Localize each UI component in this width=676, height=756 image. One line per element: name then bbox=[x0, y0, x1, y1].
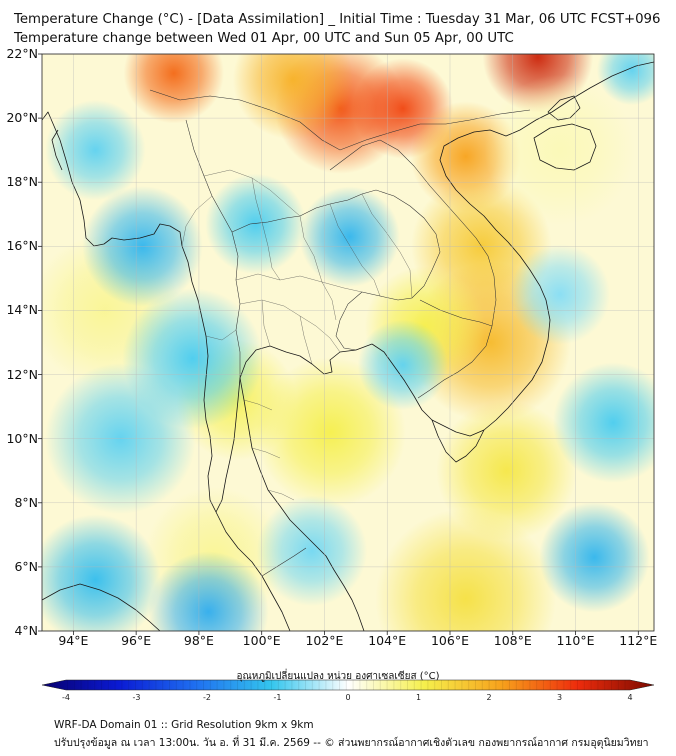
cooling-area bbox=[552, 362, 654, 483]
colorbar-tick-label: 3 bbox=[556, 693, 563, 702]
footer-model-info: WRF-DA Domain 01 :: Grid Resolution 9km … bbox=[54, 719, 314, 731]
axis-ticks bbox=[38, 53, 639, 635]
colorbar-segments bbox=[66, 680, 630, 690]
national-borders bbox=[149, 89, 531, 577]
mekong-delta bbox=[431, 419, 485, 463]
cooling-area bbox=[357, 319, 449, 411]
gridlines bbox=[42, 54, 654, 631]
malaysia-thailand-border bbox=[261, 547, 307, 577]
gulf-west-coast bbox=[215, 343, 373, 513]
longitude-label: 108°E bbox=[493, 633, 532, 648]
warming-area bbox=[484, 74, 636, 226]
latitude-label: 6°N bbox=[14, 558, 38, 574]
coastlines bbox=[42, 61, 654, 631]
map-subtitle: Temperature change between Wed 01 Apr, 0… bbox=[14, 31, 514, 46]
latitude-label: 14°N bbox=[6, 302, 38, 318]
longitude-label: 110°E bbox=[556, 633, 595, 648]
latitude-label: 16°N bbox=[6, 238, 38, 254]
myanmar-thailand-border bbox=[185, 119, 241, 378]
laos-vietnam-border bbox=[329, 139, 497, 327]
plot-frame bbox=[41, 53, 655, 632]
longitude-label: 98°E bbox=[183, 633, 214, 648]
leizhou-peninsula bbox=[547, 95, 581, 121]
sumatra-coast bbox=[42, 583, 161, 631]
plot-area bbox=[42, 54, 654, 631]
thailand-laos-border bbox=[231, 189, 441, 301]
cooling-area bbox=[148, 551, 269, 631]
longitude-label: 104°E bbox=[368, 633, 407, 648]
latitude-label: 12°N bbox=[6, 366, 38, 382]
colorbar-tick-label: 4 bbox=[627, 693, 633, 702]
longitude-label: 100°E bbox=[242, 633, 281, 648]
longitude-label: 94°E bbox=[58, 633, 89, 648]
colorbar-tick-label: 0 bbox=[345, 693, 351, 702]
longitude-label: 102°E bbox=[305, 633, 344, 648]
malay-peninsula-east bbox=[239, 377, 365, 631]
latitude-label: 4°N bbox=[14, 623, 38, 638]
warming-area bbox=[375, 508, 557, 631]
colorbar-tick-label: 2 bbox=[486, 693, 492, 702]
cooling-area bbox=[42, 514, 161, 631]
colorbar-title: อุณหภูมิเปลี่ยนแปลง หน่วย องศาเซลเซียส (… bbox=[236, 671, 440, 682]
thailand-cambodia-border bbox=[335, 291, 363, 351]
longitude-label: 106°E bbox=[430, 633, 469, 648]
myanmar-coast bbox=[42, 111, 217, 513]
cooling-area bbox=[205, 173, 306, 275]
province-borders bbox=[181, 169, 413, 501]
latitude-label: 8°N bbox=[14, 494, 38, 510]
cooling-area bbox=[596, 54, 654, 106]
colorbar-tick-label: -4 bbox=[62, 693, 70, 702]
warming-area bbox=[232, 54, 354, 140]
colorbar-tick-label: -1 bbox=[273, 693, 282, 702]
latitude-label: 22°N bbox=[6, 46, 38, 61]
warming-area bbox=[123, 54, 225, 124]
map-title: Temperature Change (°C) - [Data Assimila… bbox=[14, 12, 661, 27]
cambodia-vietnam-coast bbox=[371, 61, 654, 437]
cambodia-vietnam-border bbox=[417, 299, 493, 399]
cooling-area bbox=[539, 502, 650, 613]
latitude-label: 18°N bbox=[6, 174, 38, 190]
latitude-label: 20°N bbox=[6, 110, 38, 126]
colorbar-tick-label: -2 bbox=[203, 693, 211, 702]
longitude-label: 112°E bbox=[619, 633, 658, 648]
cooling-area bbox=[256, 495, 368, 607]
colorbar-tick-label: 1 bbox=[415, 693, 422, 702]
footer-credit: ปรับปรุงข้อมูล ณ เวลา 13:00น. วัน อ. ที่… bbox=[54, 737, 649, 749]
colorbar-tick-label: -3 bbox=[132, 693, 141, 702]
longitude-label: 96°E bbox=[121, 633, 152, 648]
latitude-label: 10°N bbox=[6, 430, 38, 446]
cooling-area bbox=[45, 99, 146, 201]
china-border bbox=[149, 89, 531, 151]
cooling-area bbox=[299, 186, 400, 287]
colorbar bbox=[41, 679, 655, 691]
andaman-coast bbox=[51, 129, 63, 171]
cooling-area bbox=[509, 244, 611, 345]
malay-peninsula-west bbox=[215, 511, 291, 631]
hainan-island bbox=[533, 123, 597, 171]
